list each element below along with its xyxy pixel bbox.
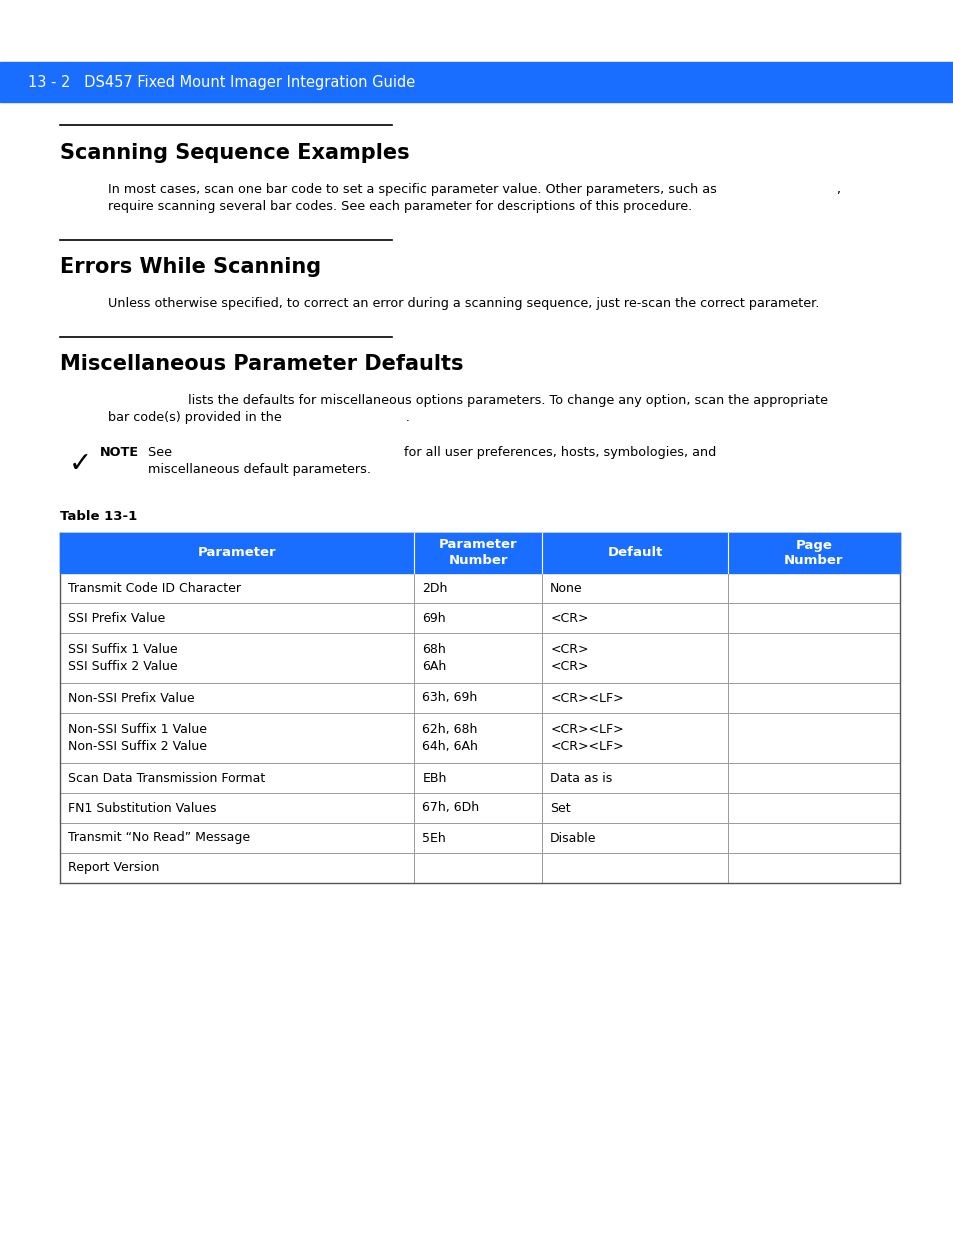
Text: 5Eh: 5Eh [422,831,446,845]
Text: Report Version: Report Version [68,862,159,874]
Text: ✓: ✓ [69,450,91,478]
Text: 2Dh: 2Dh [422,582,447,594]
Text: <CR><LF>
<CR><LF>: <CR><LF> <CR><LF> [550,722,623,753]
Text: <CR>: <CR> [550,611,588,625]
Text: bar code(s) provided in the                               .: bar code(s) provided in the . [108,411,410,424]
Bar [60,603,899,634]
Text: Set: Set [550,802,570,815]
Text: SSI Suffix 1 Value
SSI Suffix 2 Value: SSI Suffix 1 Value SSI Suffix 2 Value [68,643,177,673]
Text: See                                                          for all user prefer: See for all user prefer [148,446,716,459]
Bar [60,634,899,683]
Text: Transmit Code ID Character: Transmit Code ID Character [68,582,241,594]
Text: 68h
6Ah: 68h 6Ah [422,643,446,673]
Bar [60,823,899,853]
Bar [60,534,899,573]
Text: FN1 Substitution Values: FN1 Substitution Values [68,802,216,815]
Text: 62h, 68h
64h, 6Ah: 62h, 68h 64h, 6Ah [422,722,477,753]
Text: Transmit “No Read” Message: Transmit “No Read” Message [68,831,250,845]
Text: 13 - 2   DS457 Fixed Mount Imager Integration Guide: 13 - 2 DS457 Fixed Mount Imager Integrat… [28,74,415,89]
Bar [60,763,899,793]
Bar [60,573,899,603]
Text: 63h, 69h: 63h, 69h [422,692,477,704]
Text: SSI Prefix Value: SSI Prefix Value [68,611,165,625]
Text: lists the defaults for miscellaneous options parameters. To change any option, s: lists the defaults for miscellaneous opt… [108,394,827,408]
Text: Miscellaneous Parameter Defaults: Miscellaneous Parameter Defaults [60,354,463,374]
Text: None: None [550,582,582,594]
Text: EBh: EBh [422,772,446,784]
Text: Scanning Sequence Examples: Scanning Sequence Examples [60,143,409,163]
Text: Parameter: Parameter [197,547,276,559]
Text: require scanning several bar codes. See each parameter for descriptions of this : require scanning several bar codes. See … [108,200,692,212]
Bar [60,683,899,713]
Bar [60,793,899,823]
Text: Table 13-1: Table 13-1 [60,510,137,522]
Text: <CR><LF>: <CR><LF> [550,692,623,704]
Text: Data as is: Data as is [550,772,612,784]
Text: Unless otherwise specified, to correct an error during a scanning sequence, just: Unless otherwise specified, to correct a… [108,296,819,310]
Text: Default: Default [607,547,662,559]
Bar [60,713,899,763]
Text: Page
Number: Page Number [783,538,842,568]
Text: In most cases, scan one bar code to set a specific parameter value. Other parame: In most cases, scan one bar code to set … [108,183,841,196]
Text: 69h: 69h [422,611,446,625]
Text: NOTE: NOTE [100,446,139,459]
Text: Errors While Scanning: Errors While Scanning [60,257,321,277]
Text: <CR>
<CR>: <CR> <CR> [550,643,588,673]
Text: Parameter
Number: Parameter Number [438,538,517,568]
Text: 67h, 6Dh: 67h, 6Dh [422,802,479,815]
Bar [60,853,899,883]
Text: Disable: Disable [550,831,596,845]
Bar [0,62,953,103]
Text: Scan Data Transmission Format: Scan Data Transmission Format [68,772,265,784]
Text: Non-SSI Suffix 1 Value
Non-SSI Suffix 2 Value: Non-SSI Suffix 1 Value Non-SSI Suffix 2 … [68,722,207,753]
Text: miscellaneous default parameters.: miscellaneous default parameters. [148,463,371,475]
Text: Non-SSI Prefix Value: Non-SSI Prefix Value [68,692,194,704]
